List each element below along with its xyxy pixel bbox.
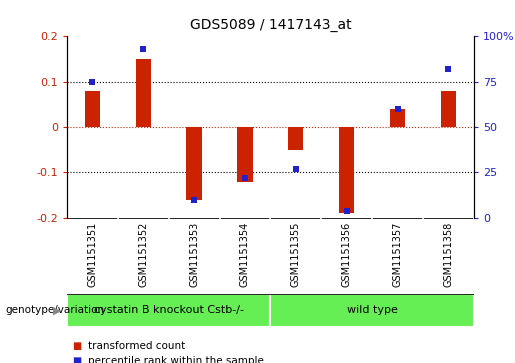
Text: GSM1151352: GSM1151352: [138, 221, 148, 287]
Text: GSM1151351: GSM1151351: [88, 221, 97, 287]
Text: transformed count: transformed count: [88, 341, 185, 351]
Text: GSM1151354: GSM1151354: [240, 221, 250, 287]
Bar: [186, 127, 202, 200]
Bar: [237, 127, 252, 182]
Text: percentile rank within the sample: percentile rank within the sample: [88, 356, 264, 363]
Text: ▶: ▶: [53, 305, 62, 315]
Text: wild type: wild type: [347, 305, 398, 315]
Bar: [339, 127, 354, 213]
Bar: [67, 294, 270, 327]
Bar: [270, 294, 474, 327]
Text: genotype/variation: genotype/variation: [5, 305, 104, 315]
Text: GSM1151355: GSM1151355: [291, 221, 301, 287]
Text: GSM1151356: GSM1151356: [341, 221, 352, 287]
Text: ■: ■: [72, 341, 81, 351]
Bar: [288, 127, 303, 150]
Text: cystatin B knockout Cstb-/-: cystatin B knockout Cstb-/-: [94, 305, 244, 315]
Bar: [85, 91, 100, 127]
Text: ■: ■: [72, 356, 81, 363]
Text: GSM1151357: GSM1151357: [392, 221, 403, 287]
Text: GSM1151358: GSM1151358: [443, 221, 453, 287]
Bar: [135, 59, 151, 127]
Text: GSM1151353: GSM1151353: [189, 221, 199, 287]
Bar: [390, 109, 405, 127]
Title: GDS5089 / 1417143_at: GDS5089 / 1417143_at: [190, 19, 351, 33]
Bar: [441, 91, 456, 127]
